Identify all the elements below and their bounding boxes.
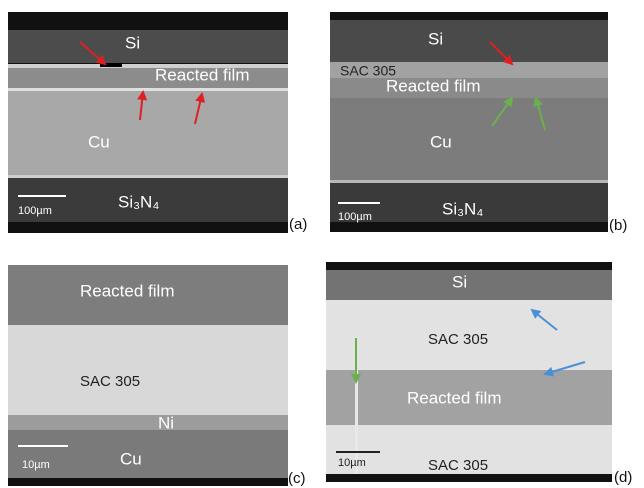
scale-bar-label: 100µm <box>338 211 372 223</box>
panel-label: (c) <box>288 470 306 487</box>
layer-label: Cu <box>88 132 110 151</box>
layer-label: Reacted film <box>386 76 480 95</box>
panel-label: (b) <box>609 217 627 234</box>
layer-label: Reacted film <box>155 65 249 84</box>
layer-label: Si <box>125 33 140 52</box>
panel-c: Reacted film SAC 305 Ni 10µm Cu (c) <box>8 265 306 487</box>
layer-label: Cu <box>430 132 452 151</box>
layer-label: Cu <box>120 449 142 468</box>
panel-label: (a) <box>289 216 307 233</box>
layer-label: Ni <box>158 413 174 432</box>
panel-a: Si Reacted film Cu 100µm Si₃N₄ (a) <box>8 12 307 233</box>
layer-label: Reacted film <box>80 281 174 300</box>
layer-label: Si₃N₄ <box>118 192 159 211</box>
figure: Si Reacted film Cu 100µm Si₃N₄ (a) Si SA… <box>0 0 644 488</box>
panel-b: Si SAC 305 Reacted film Cu 100µm Si₃N₄ (… <box>330 12 627 234</box>
scale-bar-label: 100µm <box>18 205 52 217</box>
layer-label: Reacted film <box>407 388 501 407</box>
panel-d: Si SAC 305 Reacted film 10µm SAC 305 (d) <box>326 262 632 486</box>
layer-label: SAC 305 <box>80 373 140 390</box>
layer-label: Si₃N₄ <box>442 199 483 218</box>
layer-label: Si <box>428 29 443 48</box>
layer-label: Si <box>452 272 467 291</box>
layer-label: SAC 305 <box>428 457 488 474</box>
scale-bar-label: 10µm <box>22 459 50 471</box>
scale-bar-label: 10µm <box>338 457 366 469</box>
panel-label: (d) <box>614 469 632 486</box>
layer-label: SAC 305 <box>428 331 488 348</box>
